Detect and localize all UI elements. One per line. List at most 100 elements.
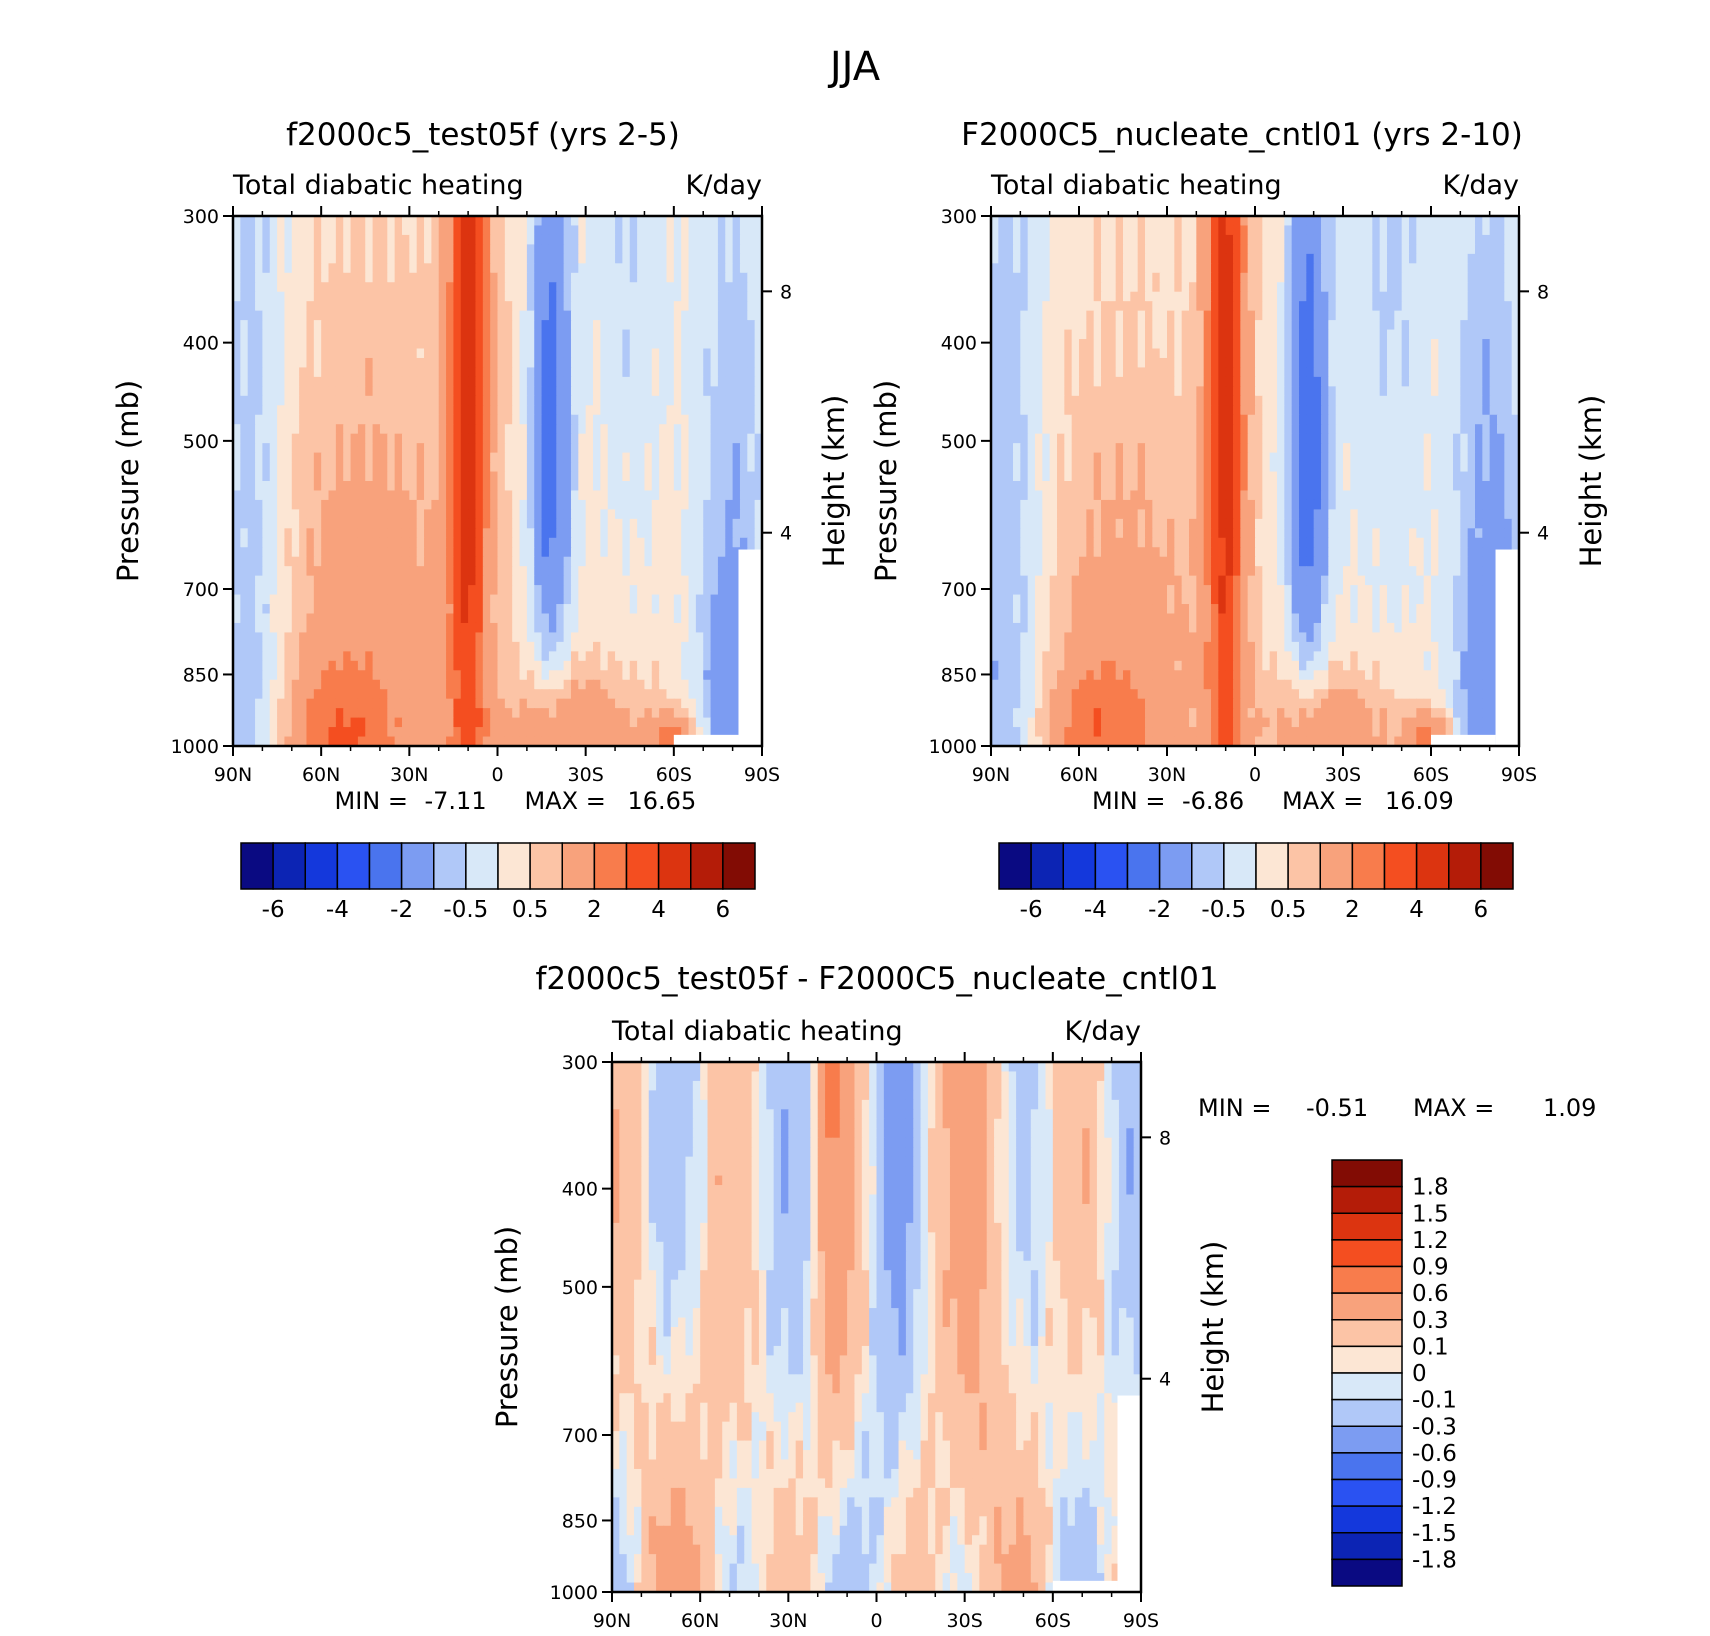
contour-cell [453,216,462,227]
contour-cell [563,641,572,652]
contour-cell [335,263,344,274]
contour-cell [1409,216,1417,227]
contour-cell [438,263,447,274]
contour-cell [1130,244,1139,255]
contour-cell [1379,244,1388,255]
contour-cell [695,443,704,454]
contour-cell [262,604,271,615]
contour-cell [637,348,646,359]
contour-cell [299,234,308,245]
contour-cell [416,433,425,444]
contour-cell [556,272,565,283]
contour-cell [365,339,374,350]
contour-cell [732,424,741,435]
contour-cell [607,282,616,293]
contour-cell [394,225,403,236]
contour-cell [1431,301,1439,312]
contour-cell [600,386,609,397]
contour-cell [519,376,528,387]
contour-cell [1387,282,1395,293]
contour-cell [247,433,256,444]
contour-cell [541,310,550,321]
contour-cell [622,348,631,359]
contour-cell [717,641,726,652]
contour-cell [416,613,425,624]
contour-cell [299,310,308,321]
contour-cell [490,310,499,321]
contour-cell [357,717,366,728]
contour-cell [313,556,322,567]
contour-cell [460,263,469,274]
contour-cell [607,395,616,406]
contour-cell [681,253,690,264]
contour-cell [1387,216,1395,227]
contour-cell [343,263,352,274]
colorbar-swatch [625,842,660,890]
contour-cell [365,622,374,634]
contour-cell [255,339,263,350]
contour-cell [482,736,491,747]
contour-cell [343,594,352,605]
contour-cell [233,575,241,586]
contour-cell [637,660,646,671]
contour-cell [526,405,535,416]
contour-cell [1167,234,1175,245]
contour-cell [497,234,506,245]
contour-cell [673,727,682,738]
contour-cell [1115,301,1124,312]
contour-cell [585,708,594,719]
contour-cell [570,433,579,444]
contour-cell [519,604,528,615]
contour-cell [732,689,741,700]
contour-cell [475,481,484,492]
contour-cell [1145,244,1153,255]
contour-cell [460,509,469,520]
contour-cell [321,604,330,615]
contour-cell [607,357,616,369]
contour-cell [556,509,565,520]
contour-cell [563,310,572,321]
contour-cell [695,566,704,577]
contour-cell [262,216,271,227]
contour-cell [998,272,1007,283]
contour-cell [350,234,359,245]
contour-cell [350,499,359,510]
contour-cell [416,698,425,709]
contour-cell [313,376,322,387]
contour-cell [1225,234,1234,245]
contour-cell [453,670,462,681]
contour-cell [1416,301,1425,312]
contour-cell [666,244,675,255]
contour-cell [615,613,624,624]
contour-cell [475,244,484,255]
contour-cell [556,604,565,615]
contour-cell [710,272,719,283]
contour-cell [593,689,601,700]
contour-cell [607,462,616,473]
contour-cell [1372,263,1381,274]
contour-cell [468,556,477,567]
contour-cell [578,291,587,302]
contour-cell [490,613,499,624]
contour-cell [1460,291,1469,302]
contour-cell [512,225,521,236]
contour-cell [1035,263,1043,274]
contour-cell [739,234,748,245]
contour-cell [1313,310,1322,321]
contour-cell [1431,244,1439,255]
contour-cell [717,471,726,482]
contour-cell [387,462,396,473]
contour-cell [666,386,675,397]
contour-cell [1093,253,1102,264]
contour-cell [1291,310,1300,321]
contour-cell [438,462,447,473]
contour-cell [615,727,624,738]
contour-cell [717,291,726,302]
contour-cell [1350,310,1359,321]
contour-cell [321,537,330,548]
contour-cell [548,329,557,340]
contour-cell [1079,320,1087,331]
contour-cell [615,253,624,264]
contour-cell [519,566,528,577]
contour-cell [725,651,734,662]
